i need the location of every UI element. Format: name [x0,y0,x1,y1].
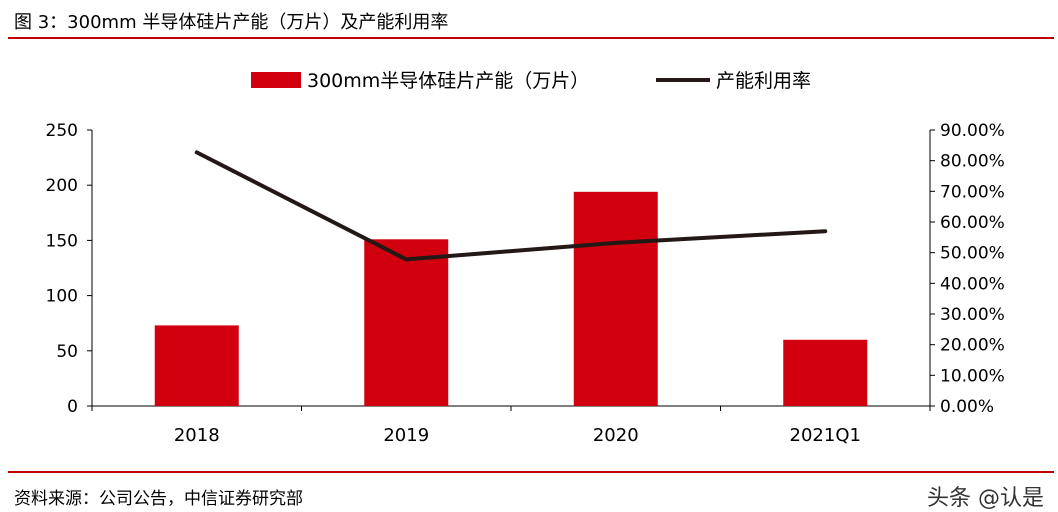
y-left-tick-label: 50 [56,342,78,362]
y-right-tick-label: 90.00% [940,121,1005,141]
bar [364,239,448,406]
x-tick-label: 2019 [383,425,429,446]
y-right-tick-label: 40.00% [940,274,1005,294]
x-tick-label: 2018 [174,425,220,446]
legend-bar-label: 300mm半导体硅片产能（万片） [307,70,589,92]
y-left-tick-label: 150 [46,231,78,251]
line-series [197,152,826,259]
legend-bar-swatch [251,72,301,88]
source-note: 资料来源：公司公告，中信证券研究部 [14,484,303,509]
y-right-tick-label: 80.00% [940,152,1005,172]
y-right-tick-label: 50.00% [940,244,1005,264]
y-right-tick-label: 60.00% [940,213,1005,233]
y-right-tick-label: 30.00% [940,305,1005,325]
combo-chart: 0 50 100 150 200 250 0.00% 10.00% 20.00% 30.00% 40… [0,0,1058,470]
y-left-tick-label: 250 [46,121,78,141]
y-left-tick-label: 200 [46,176,78,196]
legend-line-label: 产能利用率 [716,70,811,92]
y-right-tick-label: 0.00% [940,397,994,417]
bar [574,192,658,406]
bottom-rule [8,471,1054,473]
bar [783,340,867,406]
y-right-tick-label: 20.00% [940,336,1005,356]
bar [155,325,239,406]
x-tick-label: 2020 [593,425,639,446]
x-tick-label: 2021Q1 [790,425,861,446]
y-right-tick-label: 10.00% [940,366,1005,386]
watermark: 头条 @认是 [927,480,1044,512]
y-right-tick-label: 70.00% [940,182,1005,202]
y-left-tick-label: 0 [67,397,78,417]
y-left-tick-label: 100 [46,287,78,307]
